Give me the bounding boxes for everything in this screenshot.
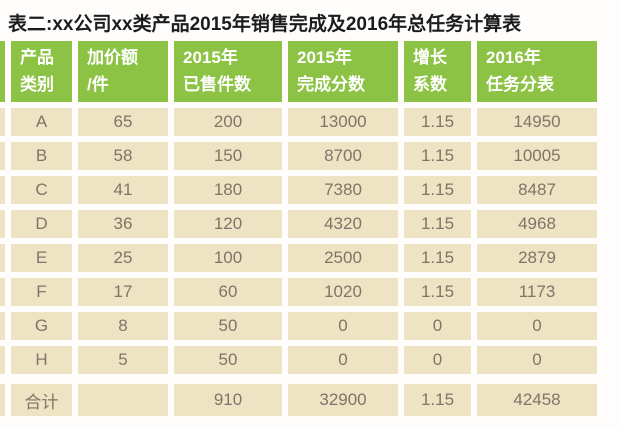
- cell-score-2015: 0: [288, 312, 398, 340]
- header-line: 产品: [20, 48, 54, 68]
- cell-task-2016: 2879: [477, 244, 597, 272]
- cell-growth-factor: 1.15: [404, 380, 471, 416]
- table-row: H 5 50 0 0 0: [0, 346, 597, 374]
- col-header-units-sold-2015: 2015年 已售件数: [174, 41, 282, 102]
- cell-growth-factor: 0: [404, 346, 471, 374]
- cutoff-column-sliver: [0, 278, 5, 306]
- cell-units-sold-2015: 60: [174, 278, 282, 306]
- header-line: 增长: [413, 48, 447, 68]
- header-line: 完成分数: [297, 74, 365, 94]
- cell-markup-per-unit: 36: [78, 210, 168, 238]
- cutoff-column-sliver: [0, 244, 5, 272]
- cutoff-column-sliver: [0, 142, 5, 170]
- col-header-score-2015: 2015年 完成分数: [288, 41, 398, 102]
- cell-growth-factor: 1.15: [404, 244, 471, 272]
- header-line: 已售件数: [183, 74, 251, 94]
- header-line: 加价额: [87, 48, 138, 68]
- cell-category: G: [11, 312, 72, 340]
- cell-growth-factor: 1.15: [404, 108, 471, 136]
- cell-growth-factor: 1.15: [404, 210, 471, 238]
- cell-category: D: [11, 210, 72, 238]
- header-line: 2016年: [486, 48, 541, 68]
- col-header-growth-factor: 增长 系数: [404, 41, 471, 102]
- cell-task-2016: 14950: [477, 108, 597, 136]
- cell-score-2015: 2500: [288, 244, 398, 272]
- table-row: D 36 120 4320 1.15 4968: [0, 210, 597, 238]
- page-title: 表二:xx公司xx类产品2015年销售完成及2016年总任务计算表: [8, 14, 522, 35]
- col-header-markup-per-unit: 加价额 /件: [78, 41, 168, 102]
- header-line: 任务分表: [486, 74, 554, 94]
- header-line: /件: [87, 74, 109, 94]
- cell-units-sold-2015: 120: [174, 210, 282, 238]
- cell-score-2015: 8700: [288, 142, 398, 170]
- table-row: F 17 60 1020 1.15 1173: [0, 278, 597, 306]
- cell-markup-per-unit: 58: [78, 142, 168, 170]
- cell-markup-per-unit: 8: [78, 312, 168, 340]
- cell-units-sold-2015: 50: [174, 312, 282, 340]
- table-row: A 65 200 13000 1.15 14950: [0, 108, 597, 136]
- cell-score-2015: 4320: [288, 210, 398, 238]
- cell-markup-per-unit: [78, 380, 168, 416]
- sales-task-table: 产品 类别 加价额 /件 2015年 已售件数 2015年 完成分数 增长: [0, 35, 603, 422]
- cell-markup-per-unit: 5: [78, 346, 168, 374]
- cell-markup-per-unit: 17: [78, 278, 168, 306]
- cell-markup-per-unit: 25: [78, 244, 168, 272]
- cell-units-sold-2015: 180: [174, 176, 282, 204]
- header-row: 产品 类别 加价额 /件 2015年 已售件数 2015年 完成分数 增长: [0, 41, 597, 102]
- header-line: 2015年: [297, 48, 352, 68]
- cell-growth-factor: 0: [404, 312, 471, 340]
- cutoff-column-sliver: [0, 176, 5, 204]
- cell-category: A: [11, 108, 72, 136]
- cell-markup-per-unit: 41: [78, 176, 168, 204]
- cell-units-sold-2015: 50: [174, 346, 282, 374]
- cell-units-sold-2015: 100: [174, 244, 282, 272]
- cell-category: C: [11, 176, 72, 204]
- cell-markup-per-unit: 65: [78, 108, 168, 136]
- table-row: B 58 150 8700 1.15 10005: [0, 142, 597, 170]
- header-line: 类别: [20, 74, 54, 94]
- cutoff-column-sliver: [0, 312, 5, 340]
- cell-total-label: 合计: [11, 380, 72, 416]
- table-row: G 8 50 0 0 0: [0, 312, 597, 340]
- table-row: C 41 180 7380 1.15 8487: [0, 176, 597, 204]
- col-header-category: 产品 类别: [11, 41, 72, 102]
- cutoff-column-sliver: [0, 346, 5, 374]
- cell-task-2016: 4968: [477, 210, 597, 238]
- cutoff-column-sliver: [0, 108, 5, 136]
- cell-task-2016: 10005: [477, 142, 597, 170]
- cell-score-2015: 7380: [288, 176, 398, 204]
- cell-units-sold-2015: 150: [174, 142, 282, 170]
- cell-task-2016: 42458: [477, 380, 597, 416]
- cutoff-column-sliver: [0, 210, 5, 238]
- cutoff-column-sliver: [0, 41, 5, 102]
- cell-score-2015: 0: [288, 346, 398, 374]
- cell-growth-factor: 1.15: [404, 278, 471, 306]
- cell-category: B: [11, 142, 72, 170]
- cell-units-sold-2015: 910: [174, 380, 282, 416]
- cell-score-2015: 32900: [288, 380, 398, 416]
- cell-growth-factor: 1.15: [404, 142, 471, 170]
- cell-score-2015: 13000: [288, 108, 398, 136]
- cell-category: F: [11, 278, 72, 306]
- cell-score-2015: 1020: [288, 278, 398, 306]
- cutoff-column-sliver: [0, 380, 5, 416]
- cell-category: H: [11, 346, 72, 374]
- cell-units-sold-2015: 200: [174, 108, 282, 136]
- cell-category: E: [11, 244, 72, 272]
- cell-task-2016: 0: [477, 312, 597, 340]
- cell-task-2016: 8487: [477, 176, 597, 204]
- table-row: E 25 100 2500 1.15 2879: [0, 244, 597, 272]
- header-line: 2015年: [183, 48, 238, 68]
- header-line: 系数: [413, 74, 447, 94]
- cell-task-2016: 0: [477, 346, 597, 374]
- cell-task-2016: 1173: [477, 278, 597, 306]
- col-header-task-2016: 2016年 任务分表: [477, 41, 597, 102]
- cell-growth-factor: 1.15: [404, 176, 471, 204]
- total-row: 合计 910 32900 1.15 42458: [0, 380, 597, 416]
